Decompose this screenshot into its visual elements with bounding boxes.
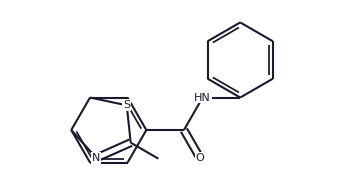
Text: S: S <box>123 100 130 110</box>
Text: N: N <box>92 153 100 163</box>
Text: HN: HN <box>194 92 211 102</box>
Text: O: O <box>195 153 204 163</box>
